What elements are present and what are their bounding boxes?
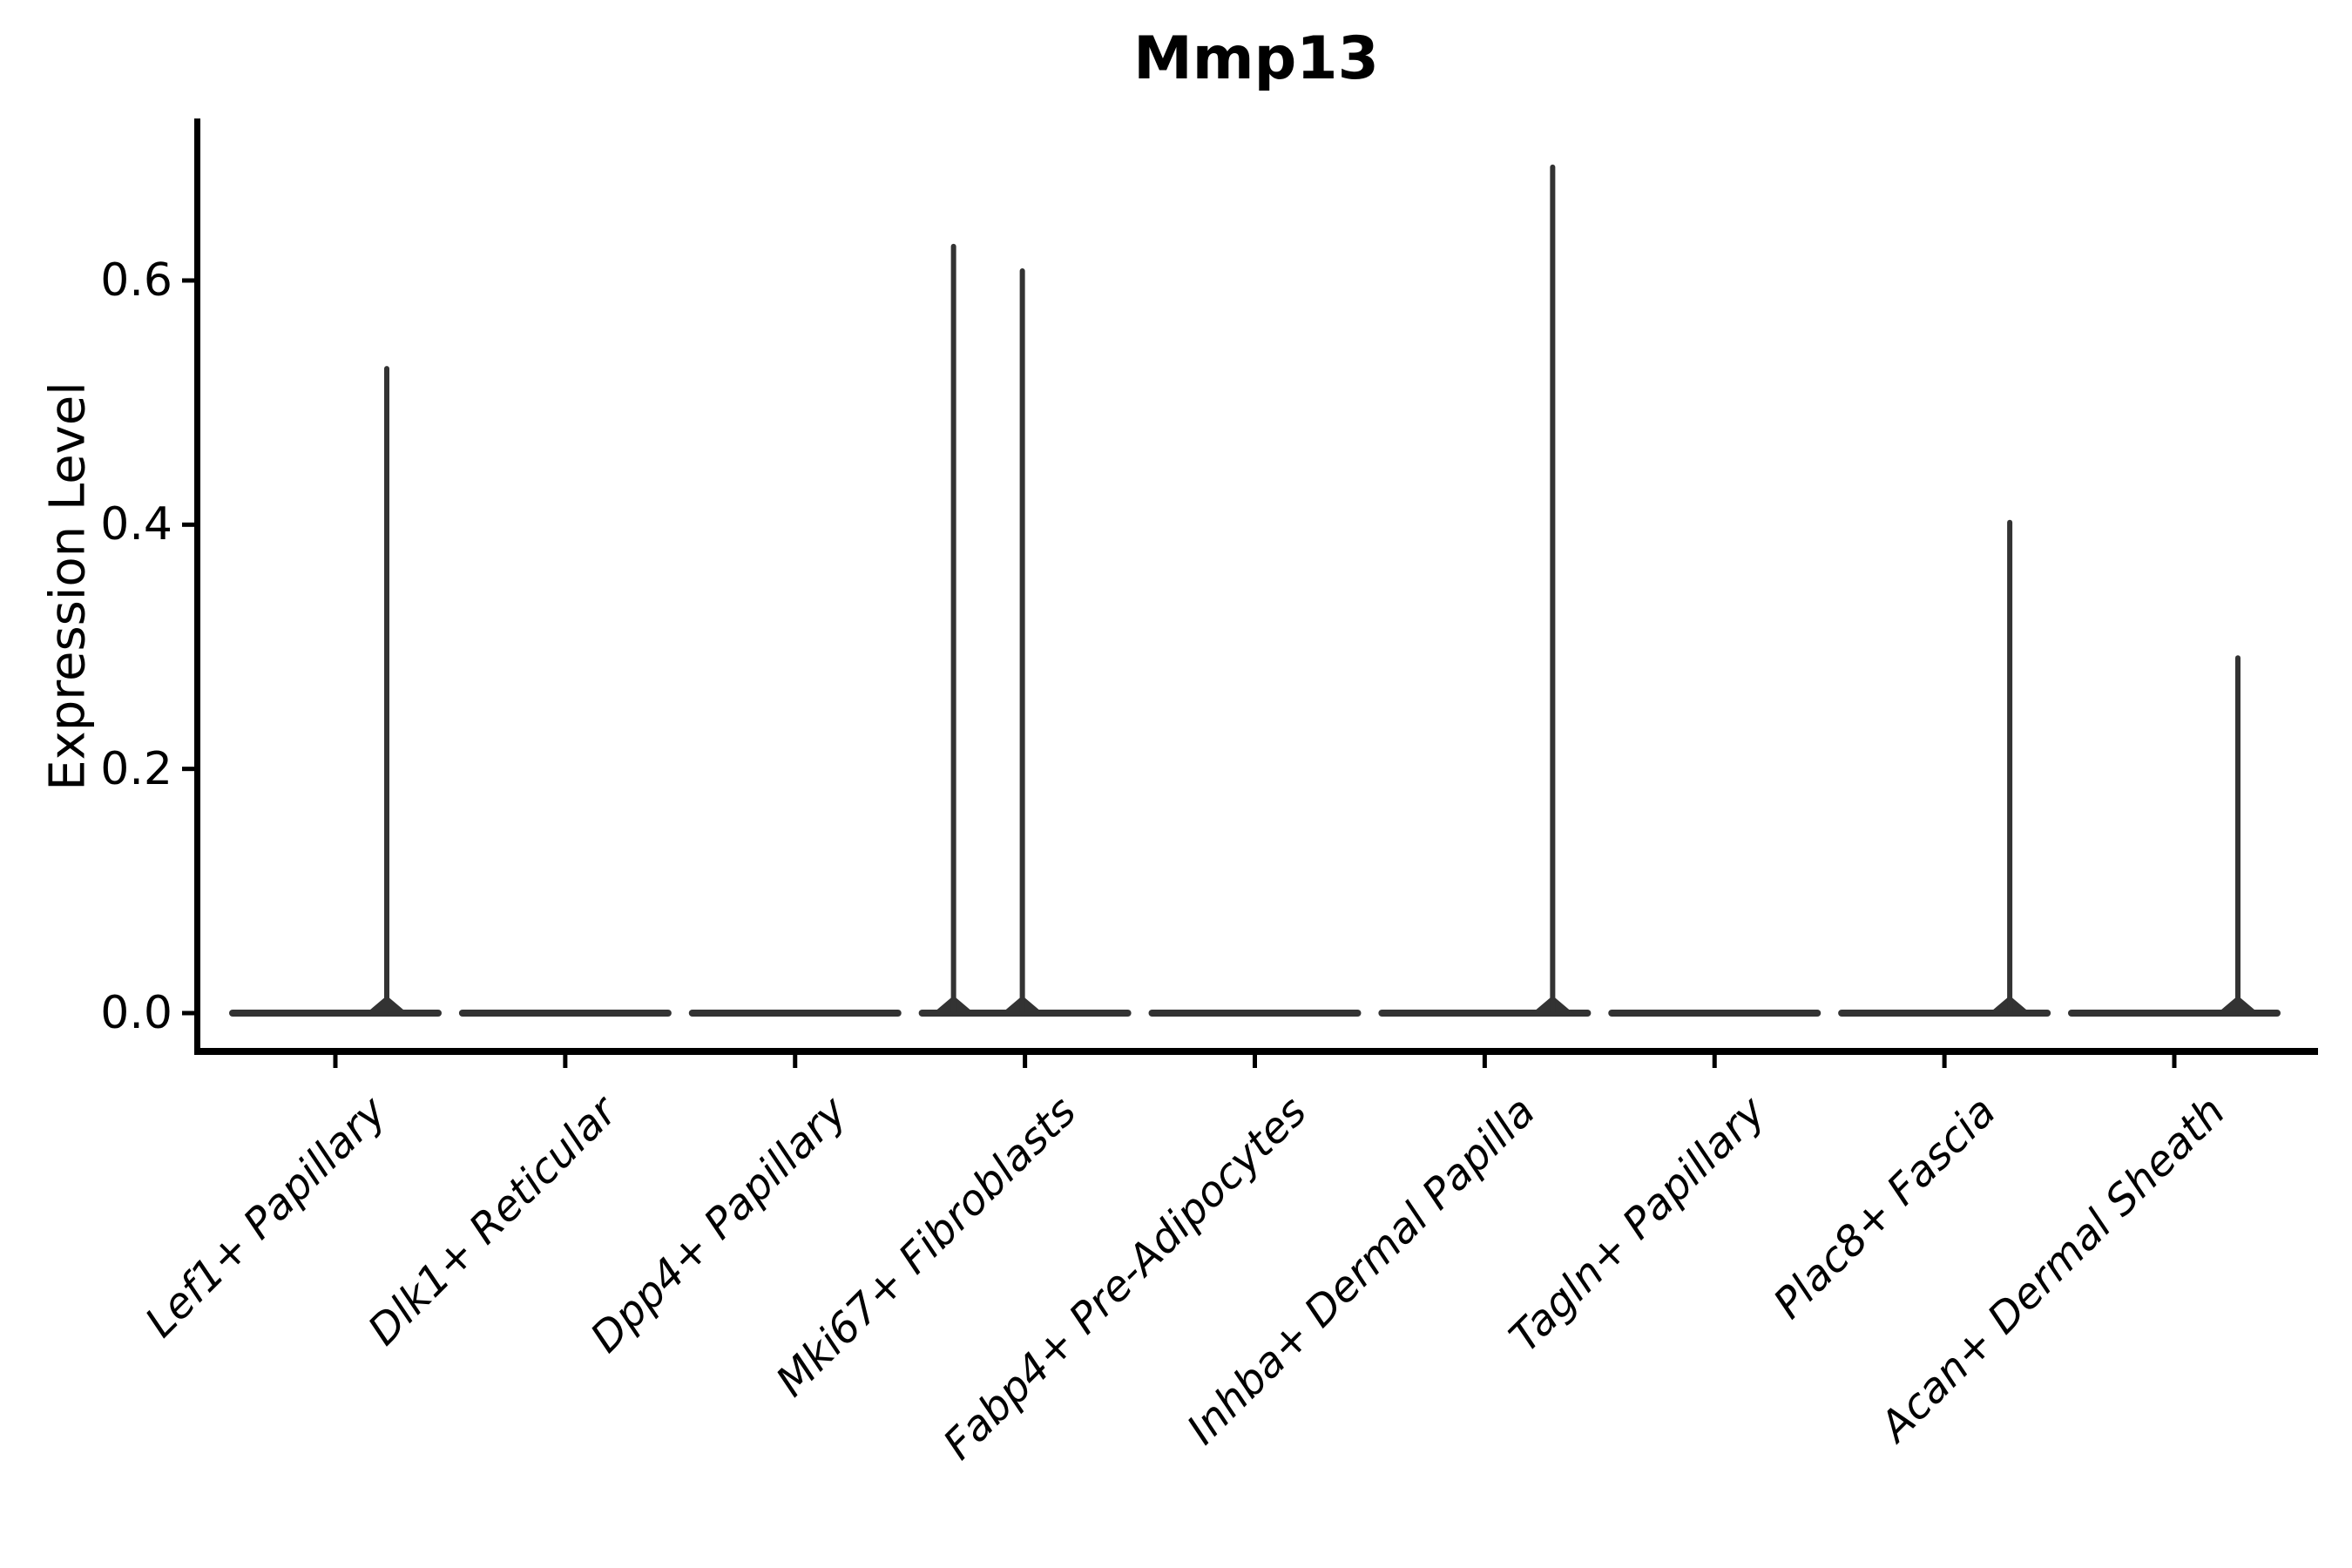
x-tick (1253, 1055, 1257, 1068)
x-tick (2172, 1055, 2177, 1068)
chart-title: Mmp13 (1133, 24, 1379, 93)
y-axis-label: Expression Level (39, 382, 97, 791)
y-tick-label-0.6: 0.6 (100, 254, 172, 307)
violin-body (1608, 1010, 1821, 1017)
violin-spike (1019, 267, 1025, 1015)
x-axis-spine (194, 1048, 2318, 1055)
violin-body (688, 1010, 902, 1017)
y-axis-spine (194, 118, 200, 1055)
violin-body (458, 1010, 672, 1017)
y-tick-label-0.2: 0.2 (100, 743, 172, 795)
violin-spike (950, 243, 956, 1016)
x-tick (1023, 1055, 1028, 1068)
x-tick (333, 1055, 338, 1068)
x-tick (793, 1055, 798, 1068)
x-tick (1712, 1055, 1717, 1068)
y-tick (182, 1010, 194, 1016)
violin-spike (2235, 655, 2240, 1015)
y-tick (182, 767, 194, 772)
y-tick (182, 522, 194, 527)
x-tick (1942, 1055, 1947, 1068)
violin-body (1148, 1010, 1362, 1017)
violin-spike (2007, 519, 2013, 1015)
y-tick (182, 278, 194, 283)
x-tick (563, 1055, 568, 1068)
y-tick-label-0.4: 0.4 (100, 498, 172, 551)
x-tick (1482, 1055, 1487, 1068)
violin-spike (384, 366, 389, 1015)
violin-body (229, 1010, 442, 1017)
y-tick-label-0.0: 0.0 (100, 987, 172, 1039)
violin-spike (1550, 164, 1556, 1016)
